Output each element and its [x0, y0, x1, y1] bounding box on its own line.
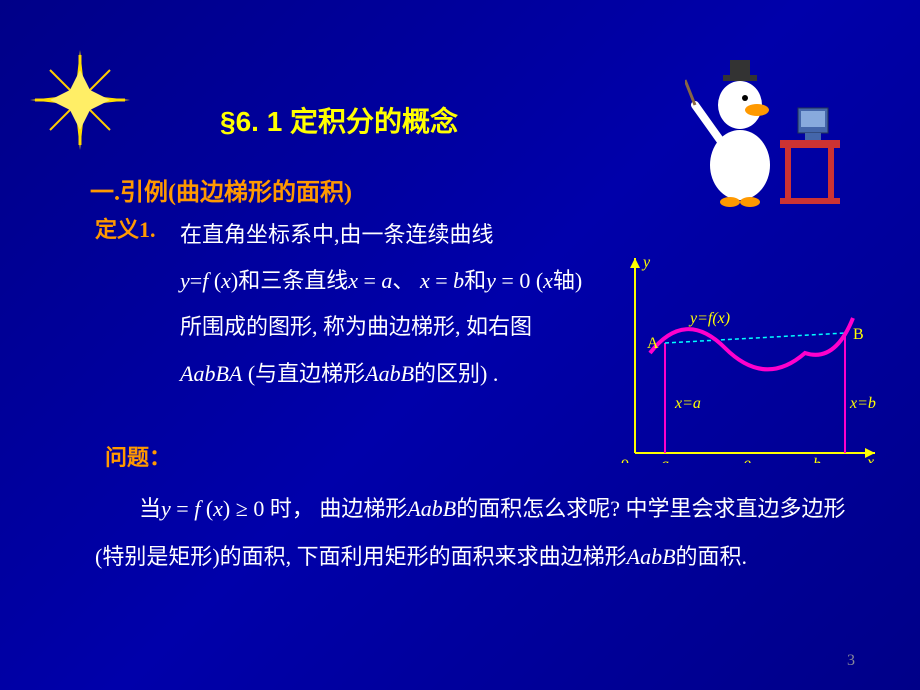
definition-text: 在直角坐标系中,由一条连续曲线 y=f (x)和三条直线x = a、 x = b… [180, 212, 590, 397]
a-label: a [661, 456, 669, 463]
star-decoration [30, 50, 130, 150]
duck-icon [685, 50, 855, 220]
point-a-label: A [647, 335, 659, 352]
section-subtitle: 一.引例(曲边梯形的面积) [90, 172, 352, 207]
curve-label: y=f(x) [688, 310, 730, 327]
page-title: §6. 1 定积分的概念 [220, 100, 458, 140]
xb-label: x=b [849, 395, 876, 412]
point-b-label: B [853, 326, 864, 343]
star-icon [30, 50, 130, 150]
definition-line1: 在直角坐标系中,由一条连续曲线 [180, 222, 494, 247]
question-label: 问题： [105, 440, 171, 472]
x-axis-label: x [866, 454, 874, 463]
curve-fx [650, 318, 853, 369]
page-number: 3 [847, 652, 855, 670]
y0-label: y=0 [723, 458, 751, 463]
origin-label: o [621, 454, 629, 463]
curvilinear-trapezoid-graph: y x o y=f(x) A B a b x=a x=b y=0 [595, 253, 885, 463]
b-label: b [813, 456, 821, 463]
duck-professor-illustration [685, 50, 855, 220]
definition-label: 定义1. [95, 212, 156, 244]
xa-label: x=a [674, 395, 701, 412]
y-axis-arrow [630, 258, 640, 268]
y-axis-label: y [641, 254, 651, 271]
question-text: 当y = f (x) ≥ 0 时， 曲边梯形AabB的面积怎么求呢? 中学里会求… [95, 485, 855, 582]
chord-ab [665, 333, 845, 343]
graph-svg: y x o y=f(x) A B a b x=a x=b y=0 [595, 253, 885, 463]
